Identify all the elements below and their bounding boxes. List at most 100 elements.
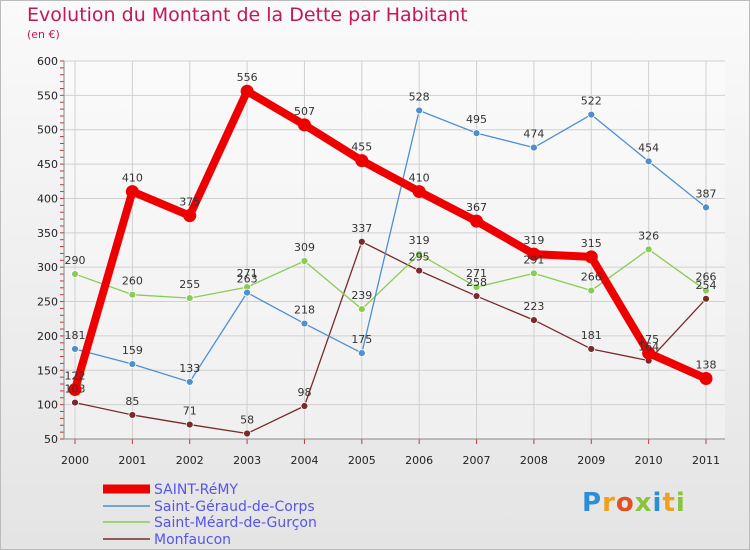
series-line: [74, 109, 707, 383]
x-tick-label: 2002: [176, 454, 204, 467]
data-point: [355, 154, 369, 168]
data-point: [128, 290, 137, 299]
data-label: 239: [351, 289, 372, 302]
data-point: [699, 372, 713, 386]
data-label: 258: [466, 276, 487, 289]
data-point: [357, 349, 366, 357]
data-point: [527, 247, 541, 261]
data-label: 410: [409, 172, 430, 185]
data-point: [300, 319, 309, 328]
data-label: 507: [294, 105, 315, 118]
data-label: 260: [122, 275, 143, 288]
data-point: [415, 266, 424, 275]
data-point: [243, 429, 251, 438]
data-point: [642, 346, 656, 360]
y-tick-label: 300: [37, 261, 58, 274]
data-label: 315: [581, 237, 602, 250]
data-label: 387: [696, 187, 717, 200]
x-tick-label: 2004: [290, 454, 318, 467]
x-tick-label: 2011: [692, 454, 720, 467]
data-point: [702, 203, 710, 212]
data-point: [125, 185, 139, 199]
data-point: [415, 250, 424, 259]
data-label: 556: [237, 71, 258, 84]
proxiti-logo: Proxiti: [582, 488, 686, 518]
data-point: [644, 157, 653, 166]
data-point: [530, 269, 538, 278]
data-label: 375: [179, 196, 200, 209]
data-label: 337: [351, 222, 372, 235]
plot-area: [64, 61, 725, 439]
data-label: 319: [523, 234, 544, 247]
data-label: 454: [638, 141, 659, 154]
data-label: 367: [466, 201, 487, 214]
x-tick-label: 2005: [348, 454, 376, 467]
data-label: 255: [179, 278, 200, 291]
x-tick-label: 2003: [233, 454, 261, 467]
data-point: [71, 398, 79, 407]
data-point: [472, 129, 481, 138]
data-label: 309: [294, 241, 315, 254]
data-point: [71, 270, 79, 278]
series-line: [71, 87, 710, 394]
x-tick-label: 2000: [61, 454, 89, 467]
data-point: [357, 237, 366, 246]
y-tick-label: 250: [37, 296, 58, 309]
y-tick-label: 200: [37, 330, 58, 343]
data-label: 58: [240, 414, 254, 427]
data-label: 271: [237, 267, 258, 280]
data-point: [415, 106, 424, 115]
data-label: 164: [638, 341, 659, 354]
data-label: 175: [351, 333, 372, 346]
data-label: 410: [122, 172, 143, 185]
x-tick-label: 2010: [635, 454, 663, 467]
y-tick-label: 350: [37, 227, 58, 240]
chart-title: Evolution du Montant de la Dette par Hab…: [27, 4, 468, 26]
x-tick-label: 2007: [463, 454, 491, 467]
data-label: 474: [523, 128, 544, 141]
data-label: 291: [523, 253, 544, 266]
data-point: [587, 286, 596, 295]
data-label: 266: [581, 271, 602, 284]
data-label: 122: [65, 370, 86, 383]
data-label: 175: [638, 333, 659, 346]
data-label: 266: [696, 271, 717, 284]
data-point: [68, 383, 82, 397]
data-point: [587, 345, 596, 353]
data-point: [71, 345, 79, 353]
data-point: [240, 84, 254, 98]
data-label: 319: [409, 234, 430, 247]
data-point: [128, 411, 137, 419]
data-point: [702, 286, 710, 295]
data-point: [185, 378, 194, 386]
data-label: 295: [409, 251, 430, 264]
data-point: [183, 209, 197, 223]
data-point: [584, 250, 598, 264]
y-tick-label: 500: [37, 124, 58, 137]
data-label: 71: [183, 405, 197, 418]
data-label: 271: [466, 267, 487, 280]
data-point: [300, 402, 309, 410]
data-label: 223: [523, 300, 544, 313]
data-point: [470, 214, 484, 228]
data-label: 103: [65, 383, 86, 396]
y-tick-label: 50: [44, 433, 58, 446]
data-point: [128, 360, 137, 368]
data-label: 181: [65, 329, 86, 342]
series-line: [74, 248, 707, 310]
series-line: [74, 241, 707, 435]
data-point: [297, 118, 311, 132]
y-tick-label: 150: [37, 364, 58, 377]
y-tick-label: 450: [37, 158, 58, 171]
y-tick-label: 100: [37, 399, 58, 412]
data-point: [472, 292, 481, 300]
y-tick-label: 550: [37, 89, 58, 102]
data-label: 522: [581, 95, 602, 108]
data-label: 133: [179, 362, 200, 375]
legend-label: Saint-Méard-de-Gurçon: [154, 515, 317, 531]
data-label: 138: [696, 359, 717, 372]
data-label: 495: [466, 113, 487, 126]
x-tick-label: 2009: [577, 454, 605, 467]
data-label: 263: [237, 273, 258, 286]
